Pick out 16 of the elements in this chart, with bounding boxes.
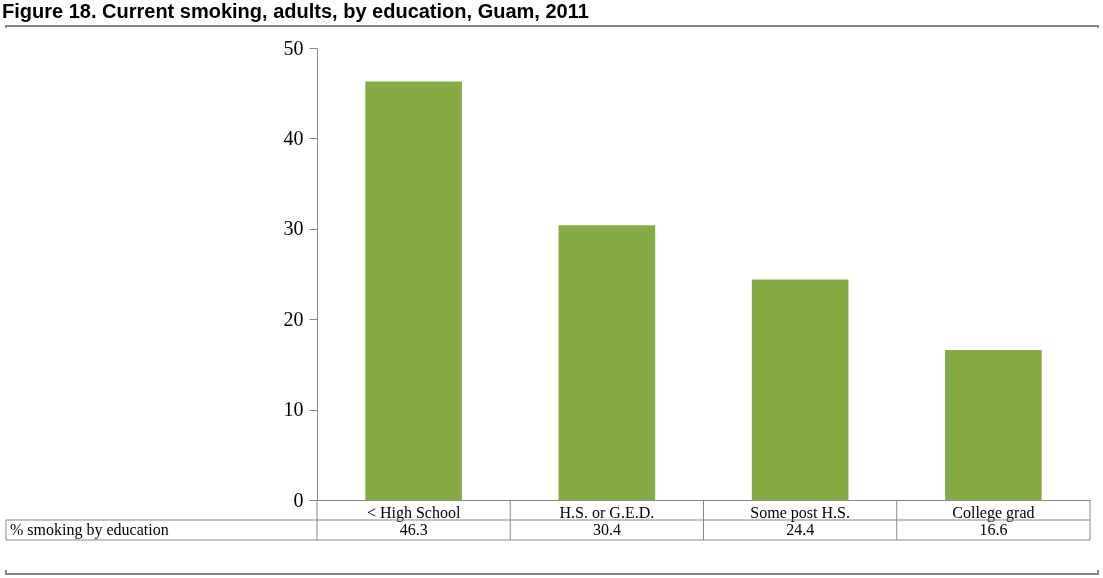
text: % smoking by education [10,521,169,539]
x-tick-label: < High School [366,503,461,522]
y-tick-label: 20 [283,307,304,330]
chart-title: Figure 18. Current smoking, adults, by education, Guam, 2011 [2,0,590,24]
y-tick-label: 0 [293,488,304,511]
x-tick-label: Some post H.S. [750,503,850,522]
y-tick-label: 30 [283,217,304,240]
data-label: 24.4 [786,521,815,538]
data-label: 16.6 [979,521,1008,538]
x-tick-label: H.S. or G.E.D. [559,503,655,521]
y-tick-label: 40 [283,126,304,149]
data-label: 46.3 [399,521,428,538]
data-label: 30.4 [592,521,621,538]
y-tick-label: 10 [283,398,304,421]
y-tick-label: 50 [283,36,304,59]
x-tick-label: College grad [952,503,1035,522]
